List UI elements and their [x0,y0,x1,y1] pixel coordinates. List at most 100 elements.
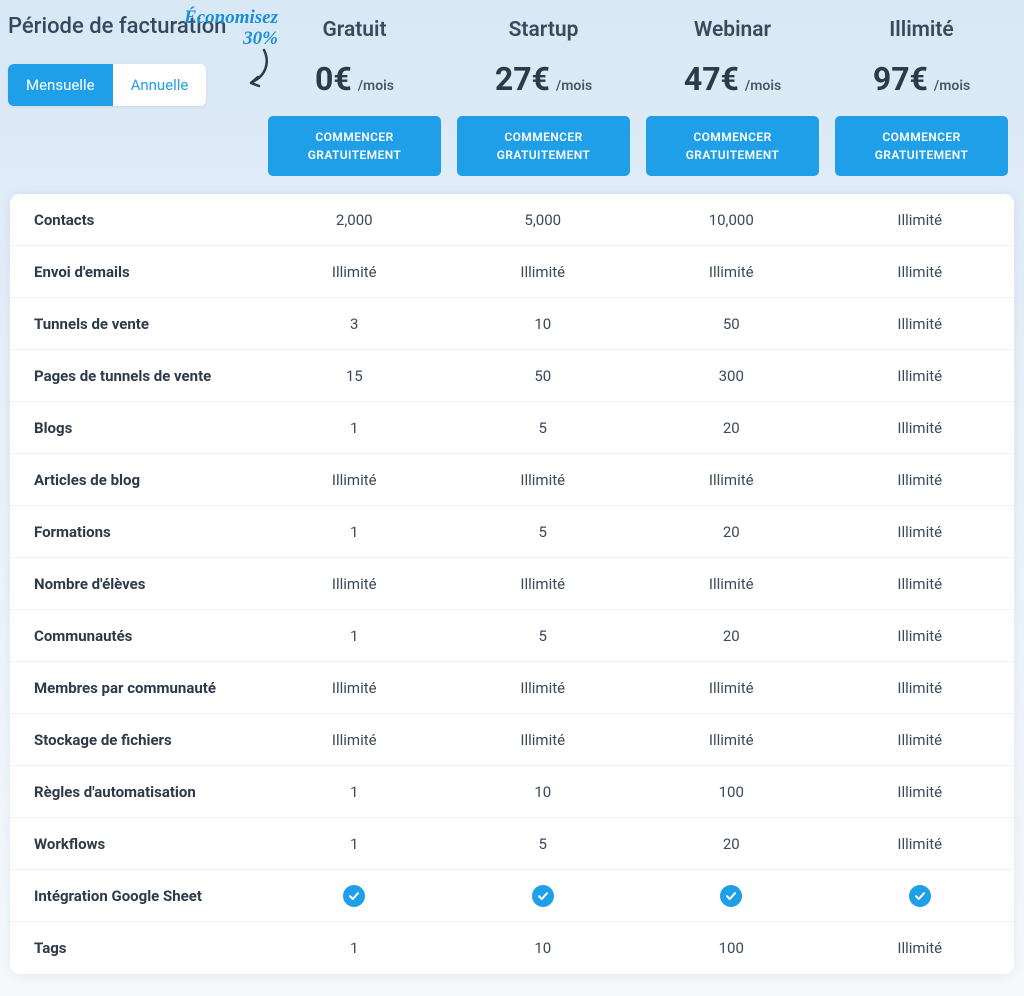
feature-cell: 1 [260,509,449,555]
plan-period: /mois [556,78,592,94]
feature-cell: Illimité [637,665,826,711]
table-row: Tags110100Illimité [10,922,1014,974]
feature-label: Formations [10,509,260,555]
feature-cell: Illimité [826,665,1015,711]
feature-cell: Illimité [826,821,1015,867]
billing-column: Période de facturation Économisez 30% Me… [8,12,260,106]
feature-cell: Illimité [826,925,1015,971]
feature-cell [449,871,638,921]
feature-cell: 1 [260,769,449,815]
billing-toggle-monthly[interactable]: Mensuelle [8,64,113,106]
table-row: Règles d'automatisation110100Illimité [10,766,1014,818]
feature-label: Règles d'automatisation [10,769,260,815]
feature-cell: Illimité [260,249,449,295]
feature-cells: 110100Illimité [260,769,1014,815]
plan-name: Startup [457,18,630,42]
feature-cell: 1 [260,925,449,971]
check-icon [720,885,742,907]
feature-cell: Illimité [826,613,1015,659]
table-row: Nombre d'élèvesIllimitéIllimitéIllimitéI… [10,558,1014,610]
feature-cells: IllimitéIllimitéIllimitéIllimité [260,457,1014,503]
feature-cell: 100 [637,769,826,815]
billing-toggle: Mensuelle Annuelle [8,64,206,106]
feature-cell: 300 [637,353,826,399]
feature-cells: 1520Illimité [260,821,1014,867]
feature-cell: 50 [637,301,826,347]
feature-cell: 50 [449,353,638,399]
feature-cells: IllimitéIllimitéIllimitéIllimité [260,665,1014,711]
feature-cell: 100 [637,925,826,971]
feature-cell: Illimité [826,301,1015,347]
feature-cell: Illimité [826,249,1015,295]
feature-label: Nombre d'élèves [10,561,260,607]
plan-price-row: 0€ /mois [268,60,441,98]
feature-cell: 1 [260,821,449,867]
plan-headers: Gratuit 0€ /mois COMMENCER GRATUITEMENT … [260,12,1016,176]
feature-cells: 1520Illimité [260,509,1014,555]
plan-price-row: 97€ /mois [835,60,1008,98]
feature-cell: Illimité [260,717,449,763]
feature-cell: 10,000 [637,197,826,243]
plan-period: /mois [358,78,394,94]
feature-cell: 20 [637,405,826,451]
feature-cell: Illimité [826,769,1015,815]
feature-cell: Illimité [637,249,826,295]
feature-cell: Illimité [449,561,638,607]
plan-price-row: 47€ /mois [646,60,819,98]
feature-cell: 1 [260,405,449,451]
table-row: Formations1520Illimité [10,506,1014,558]
table-row: Stockage de fichiersIllimitéIllimitéIlli… [10,714,1014,766]
start-free-button[interactable]: COMMENCER GRATUITEMENT [646,116,819,176]
start-free-button[interactable]: COMMENCER GRATUITEMENT [835,116,1008,176]
feature-label: Intégration Google Sheet [10,873,260,919]
feature-cell: Illimité [826,717,1015,763]
plan-name: Webinar [646,18,819,42]
feature-cell: 5 [449,821,638,867]
feature-cell: Illimité [449,457,638,503]
plan-price: 97€ [873,60,928,98]
start-free-button[interactable]: COMMENCER GRATUITEMENT [457,116,630,176]
billing-toggle-annual[interactable]: Annuelle [113,64,207,106]
feature-comparison-table: Contacts2,0005,00010,000IllimitéEnvoi d'… [10,194,1014,974]
table-row: Membres par communautéIllimitéIllimitéIl… [10,662,1014,714]
plan-column-illimite: Illimité 97€ /mois COMMENCER GRATUITEMEN… [827,12,1016,176]
table-row: Pages de tunnels de vente1550300Illimité [10,350,1014,402]
table-row: Tunnels de vente31050Illimité [10,298,1014,350]
feature-cells: 1550300Illimité [260,353,1014,399]
feature-cell: 5 [449,613,638,659]
plan-column-webinar: Webinar 47€ /mois COMMENCER GRATUITEMENT [638,12,827,176]
table-row: Envoi d'emailsIllimitéIllimitéIllimitéIl… [10,246,1014,298]
feature-cells [260,871,1014,921]
feature-label: Blogs [10,405,260,451]
table-row: Communautés1520Illimité [10,610,1014,662]
feature-cells: 1520Illimité [260,613,1014,659]
feature-label: Envoi d'emails [10,249,260,295]
plan-price: 0€ [315,60,352,98]
feature-cell: 2,000 [260,197,449,243]
plan-column-startup: Startup 27€ /mois COMMENCER GRATUITEMENT [449,12,638,176]
feature-label: Membres par communauté [10,665,260,711]
feature-cell: Illimité [637,457,826,503]
plan-period: /mois [745,78,781,94]
start-free-button[interactable]: COMMENCER GRATUITEMENT [268,116,441,176]
feature-cell: 3 [260,301,449,347]
feature-cell: Illimité [637,561,826,607]
feature-label: Articles de blog [10,457,260,503]
table-row: Workflows1520Illimité [10,818,1014,870]
pricing-header: Période de facturation Économisez 30% Me… [0,0,1024,176]
feature-label: Stockage de fichiers [10,717,260,763]
feature-cell: 5,000 [449,197,638,243]
feature-cell: Illimité [449,717,638,763]
feature-cells: 1520Illimité [260,405,1014,451]
feature-cell: Illimité [449,249,638,295]
feature-label: Tags [10,925,260,971]
feature-cell: Illimité [826,197,1015,243]
check-icon [909,885,931,907]
feature-label: Contacts [10,197,260,243]
plan-price: 47€ [684,60,739,98]
savings-note: Économisez 30% [158,8,278,50]
feature-label: Pages de tunnels de vente [10,353,260,399]
feature-cell: Illimité [826,509,1015,555]
feature-label: Workflows [10,821,260,867]
feature-cells: IllimitéIllimitéIllimitéIllimité [260,717,1014,763]
